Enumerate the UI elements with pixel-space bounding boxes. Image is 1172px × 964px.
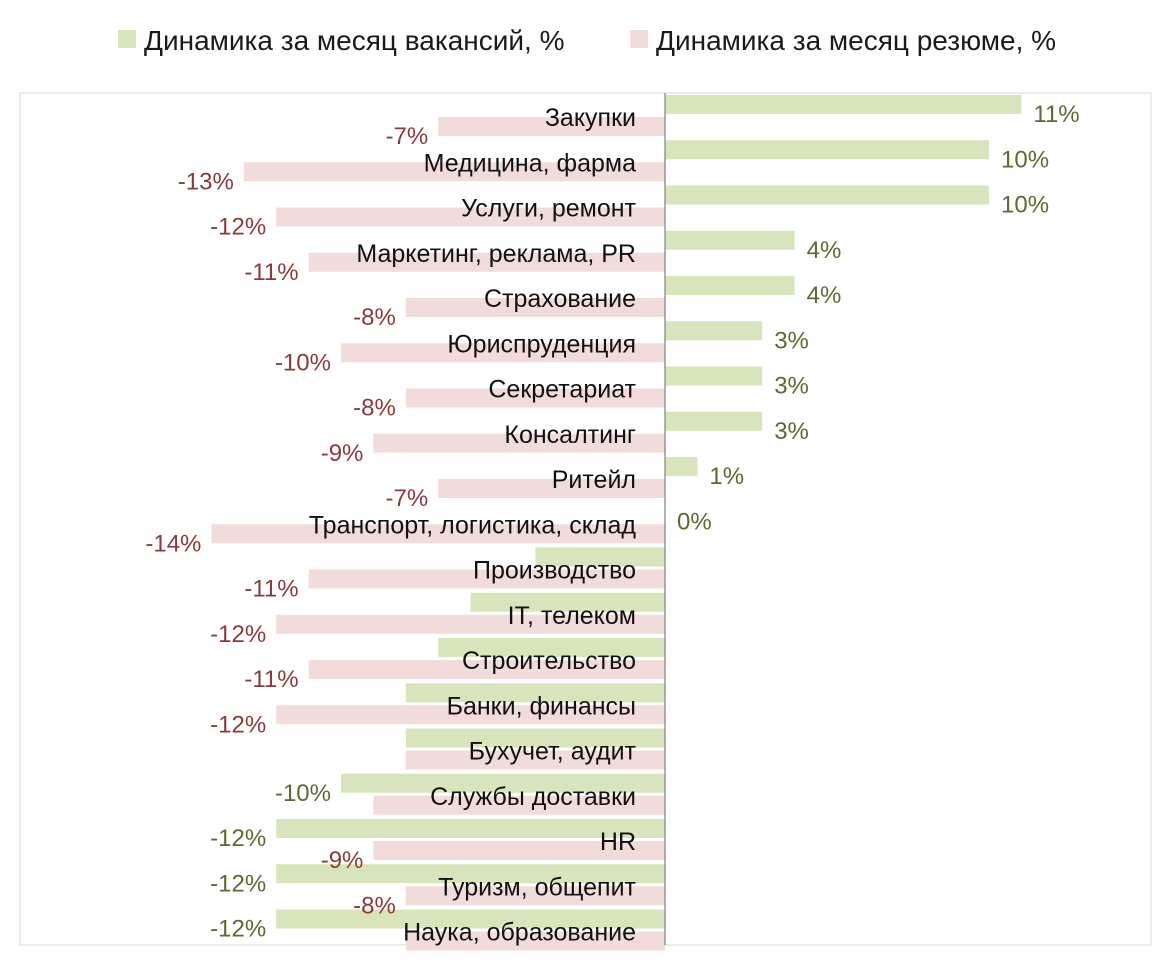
category-label-6: Секретариат bbox=[488, 376, 636, 404]
category-label-7: Консалтинг bbox=[504, 421, 636, 449]
bar-resumes-8 bbox=[438, 479, 665, 498]
value-label-resumes-6: -8% bbox=[353, 395, 396, 422]
bar-resumes-17 bbox=[405, 886, 665, 906]
value-label-vacancies-16: -12% bbox=[210, 825, 266, 852]
value-label-vacancies-17: -12% bbox=[210, 870, 266, 897]
bar-resumes-1 bbox=[243, 162, 666, 182]
value-label-resumes-16: -9% bbox=[321, 847, 364, 874]
category-label-9: Транспорт, логистика, склад bbox=[309, 511, 637, 539]
category-label-4: Страхование bbox=[484, 285, 636, 313]
bar-resumes-15 bbox=[373, 795, 665, 815]
legend-label-vacancies: Динамика за месяц вакансий, % bbox=[144, 25, 565, 56]
value-label-resumes-7: -9% bbox=[321, 440, 364, 467]
value-label-resumes-0: -7% bbox=[386, 123, 429, 150]
category-label-0: Закупки bbox=[545, 104, 636, 132]
bar-vacancies-8 bbox=[665, 457, 698, 476]
bar-vacancies-13 bbox=[405, 683, 665, 703]
bar-resumes-3 bbox=[308, 252, 665, 272]
value-label-resumes-10: -11% bbox=[244, 576, 298, 603]
bar-resumes-16 bbox=[373, 841, 665, 860]
value-label-vacancies-8: 1% bbox=[709, 463, 744, 490]
value-label-resumes-8: -7% bbox=[386, 485, 429, 512]
value-label-vacancies-1: 10% bbox=[1001, 146, 1049, 173]
value-label-resumes-13: -12% bbox=[210, 711, 266, 738]
value-label-vacancies-2: 10% bbox=[1001, 192, 1049, 219]
value-label-resumes-5: -10% bbox=[275, 349, 331, 376]
bar-vacancies-2 bbox=[665, 185, 989, 205]
bar-vacancies-3 bbox=[665, 230, 795, 250]
value-label-vacancies-3: 4% bbox=[807, 237, 842, 264]
legend-swatch-resumes bbox=[630, 30, 648, 48]
value-label-resumes-4: -8% bbox=[353, 304, 396, 331]
category-label-18: Наука, образование bbox=[403, 919, 636, 947]
value-label-resumes-17: -8% bbox=[353, 892, 396, 919]
bar-resumes-11 bbox=[276, 614, 665, 634]
bar-resumes-13 bbox=[276, 705, 665, 725]
category-label-2: Услуги, ремонт bbox=[461, 195, 636, 223]
legend-swatch-vacancies bbox=[118, 30, 136, 48]
bar-resumes-12 bbox=[308, 660, 665, 679]
bar-vacancies-18 bbox=[276, 909, 665, 929]
category-label-1: Медицина, фарма bbox=[424, 149, 636, 177]
bar-vacancies-12 bbox=[438, 638, 665, 657]
value-label-vacancies-18: -12% bbox=[210, 916, 266, 943]
category-label-3: Маркетинг, реклама, PR bbox=[356, 240, 636, 268]
value-label-resumes-12: -11% bbox=[244, 666, 298, 693]
category-label-16: HR bbox=[600, 828, 636, 856]
bar-vacancies-11 bbox=[470, 592, 665, 612]
bar-vacancies-15 bbox=[341, 773, 665, 793]
bar-resumes-7 bbox=[373, 433, 665, 453]
value-label-resumes-1: -13% bbox=[178, 168, 234, 195]
value-label-vacancies-9: 0% bbox=[677, 508, 712, 535]
value-label-resumes-3: -11% bbox=[244, 259, 298, 286]
bar-resumes-4 bbox=[405, 298, 665, 317]
bar-vacancies-7 bbox=[665, 411, 763, 431]
category-label-8: Ритейл bbox=[552, 466, 636, 494]
category-label-15: Службы доставки bbox=[430, 783, 636, 811]
bar-resumes-5 bbox=[341, 343, 665, 363]
bars-group bbox=[211, 95, 1022, 951]
bar-vacancies-6 bbox=[665, 366, 763, 386]
value-label-vacancies-15: -10% bbox=[275, 780, 331, 807]
legend-label-resumes: Динамика за месяц резюме, % bbox=[656, 25, 1056, 56]
bar-vacancies-17 bbox=[276, 864, 665, 884]
bar-vacancies-4 bbox=[665, 276, 795, 295]
value-label-vacancies-4: 4% bbox=[807, 282, 842, 309]
category-label-12: Строительство bbox=[462, 647, 636, 675]
category-label-5: Юриспруденция bbox=[447, 330, 636, 358]
category-labels: Закупки Медицина, фарма Услуги, ремонт Марк… bbox=[309, 104, 637, 947]
bar-vacancies-0 bbox=[665, 95, 1022, 114]
bar-resumes-14 bbox=[405, 750, 665, 770]
category-label-11: IT, телеком bbox=[508, 602, 636, 630]
value-label-vacancies-7: 3% bbox=[774, 418, 809, 445]
value-label-resumes-9: -14% bbox=[145, 530, 201, 557]
bar-vacancies-14 bbox=[405, 728, 665, 748]
bar-resumes-10 bbox=[308, 569, 665, 589]
bar-vacancies-1 bbox=[665, 140, 989, 160]
bar-resumes-6 bbox=[405, 388, 665, 408]
value-label-vacancies-0: 11% bbox=[1033, 101, 1079, 128]
category-label-17: Туризм, общепит bbox=[438, 873, 636, 901]
legend: Динамика за месяц вакансий, % Динамика з… bbox=[118, 25, 1056, 56]
category-label-13: Банки, финансы bbox=[447, 692, 636, 720]
bar-vacancies-5 bbox=[665, 321, 763, 341]
bar-resumes-2 bbox=[276, 207, 665, 227]
bar-resumes-18 bbox=[405, 931, 665, 951]
value-label-resumes-2: -12% bbox=[210, 214, 266, 241]
value-label-vacancies-6: 3% bbox=[774, 373, 809, 400]
bar-resumes-0 bbox=[438, 117, 665, 136]
value-label-vacancies-5: 3% bbox=[774, 327, 809, 354]
bar-vacancies-10 bbox=[535, 547, 665, 567]
bar-resumes-9 bbox=[211, 524, 665, 544]
value-labels: 11% -7% 10% -13% 10% -12% 4% -11% 4% -8% 3% -10% 3% -… bbox=[145, 101, 1079, 943]
category-label-14: Бухучет, аудит bbox=[469, 738, 637, 766]
category-label-10: Производство bbox=[473, 557, 636, 585]
bar-vacancies-16 bbox=[276, 819, 665, 838]
value-label-resumes-11: -12% bbox=[210, 621, 266, 648]
